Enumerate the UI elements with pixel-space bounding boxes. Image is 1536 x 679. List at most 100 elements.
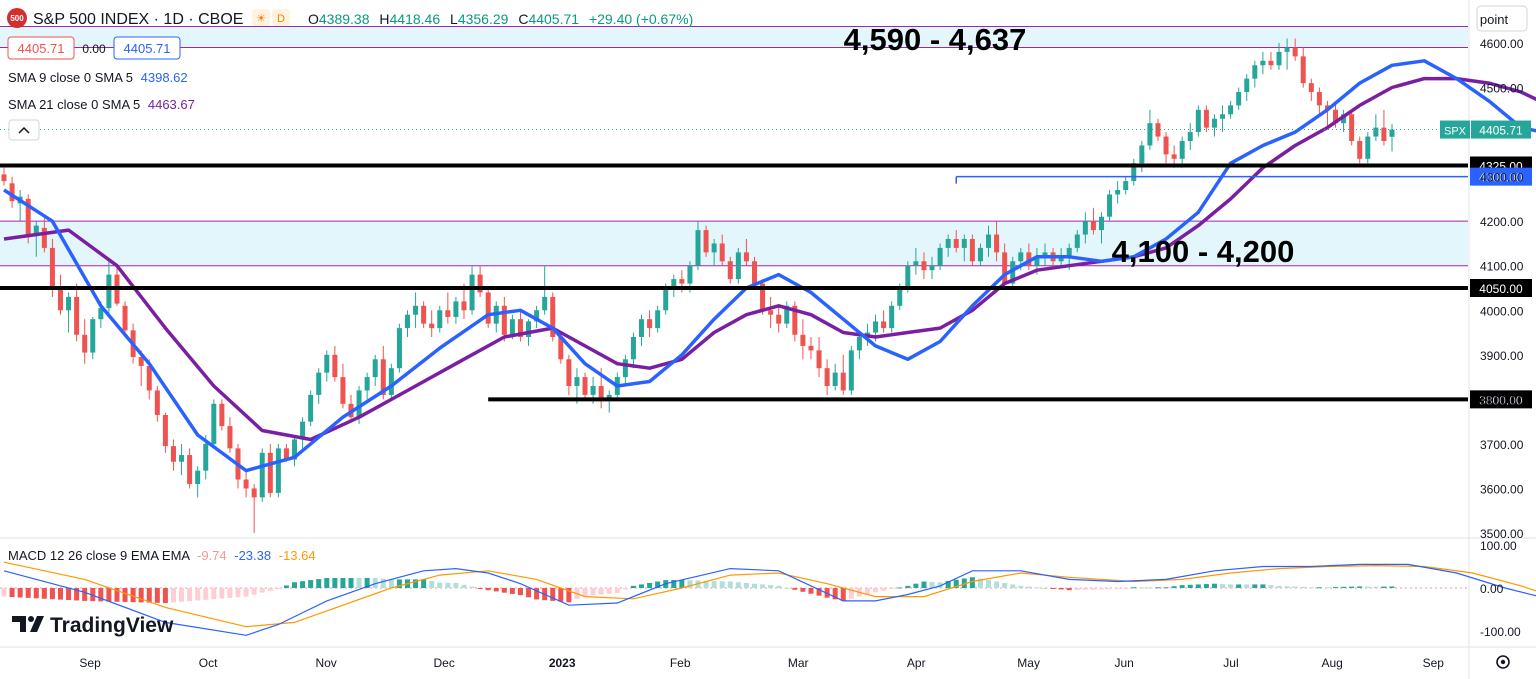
candle-body bbox=[267, 452, 273, 493]
macd-histogram-bar bbox=[961, 578, 967, 588]
sma21-legend[interactable]: SMA 21 close 0 SMA 5 4463.67 bbox=[8, 97, 195, 112]
y-tick-label: 3500.00 bbox=[1480, 527, 1524, 541]
candle-body bbox=[1139, 145, 1145, 164]
candle-body bbox=[550, 296, 556, 337]
buy-price: 4405.71 bbox=[124, 41, 171, 56]
ohlc-l-label: L bbox=[450, 11, 458, 27]
candle-body bbox=[1147, 123, 1153, 146]
macd-histogram-bar bbox=[413, 579, 419, 588]
y-tick-label: 4000.00 bbox=[1480, 304, 1524, 318]
candle-body bbox=[380, 359, 386, 395]
sma21-line bbox=[3, 76, 1536, 442]
symbol-title[interactable]: S&P 500 INDEX · 1D · CBOE bbox=[33, 11, 243, 28]
candle-body bbox=[961, 239, 967, 248]
tradingview-logo[interactable]: TradingView bbox=[12, 614, 174, 637]
sell-button[interactable] bbox=[7, 36, 75, 60]
y-tick-label: 3700.00 bbox=[1480, 438, 1524, 452]
candle-body bbox=[735, 252, 741, 280]
candle-body bbox=[1349, 114, 1355, 141]
macd-histogram-bar bbox=[130, 588, 136, 603]
last-price-value: 4405.71 bbox=[1479, 124, 1523, 138]
candle-body bbox=[760, 283, 766, 311]
macd-histogram-bar bbox=[622, 588, 628, 590]
candle-body bbox=[542, 296, 548, 311]
macd-histogram-bar bbox=[873, 588, 879, 593]
macd-histogram-bar bbox=[598, 588, 604, 595]
candle-body bbox=[558, 337, 564, 360]
macd-histogram-bar bbox=[372, 577, 378, 588]
levels-layer bbox=[0, 129, 1468, 402]
macd-histogram-bar bbox=[727, 581, 733, 588]
header: 500 S&P 500 INDEX · 1D · CBOE ☀ D O4389.… bbox=[7, 8, 693, 563]
settings-gear-icon[interactable] bbox=[1496, 655, 1510, 669]
zone-label-upper: 4,590 - 4,637 bbox=[844, 22, 1027, 57]
macd-histogram-bar bbox=[17, 588, 23, 598]
candle-body bbox=[1260, 60, 1266, 66]
macd-histogram-bar bbox=[1333, 587, 1339, 589]
macd-histogram-bar bbox=[784, 587, 790, 589]
candle-body bbox=[873, 321, 879, 333]
candle-body bbox=[1268, 60, 1274, 66]
level-badge-3800 bbox=[1470, 390, 1532, 409]
macd-histogram-bar bbox=[477, 588, 483, 589]
macd-histogram-bar bbox=[300, 581, 306, 588]
candles-layer bbox=[1, 38, 1395, 533]
candle-body bbox=[945, 239, 951, 248]
macd-histogram-bar bbox=[114, 588, 120, 602]
candle-body bbox=[501, 305, 507, 335]
x-tick-label: Jul bbox=[1223, 656, 1238, 670]
candle-body bbox=[1163, 136, 1169, 155]
macd-histogram-bar bbox=[864, 588, 870, 595]
macd-histogram-bar bbox=[388, 579, 394, 588]
macd-legend[interactable]: MACD 12 26 close 9 EMA EMA -9.74 -23.38 … bbox=[8, 548, 316, 563]
candle-body bbox=[1171, 154, 1177, 159]
macd-histogram-bar bbox=[1284, 586, 1290, 588]
macd-histogram-bar bbox=[534, 588, 540, 600]
candle-body bbox=[1115, 190, 1121, 195]
candle-body bbox=[647, 319, 653, 329]
candle-body bbox=[1187, 132, 1193, 141]
candle-body bbox=[41, 227, 47, 248]
candle-body bbox=[437, 310, 443, 329]
tradingview-logo-dot bbox=[28, 616, 34, 622]
macd-histogram-bar bbox=[977, 578, 983, 588]
candle-body bbox=[622, 359, 628, 378]
candle-body bbox=[655, 310, 661, 329]
scale-mode-button[interactable] bbox=[1476, 5, 1528, 32]
candle-body bbox=[283, 448, 289, 460]
candle-body bbox=[606, 394, 612, 400]
candle-body bbox=[251, 488, 257, 498]
symbol-badge-icon bbox=[7, 8, 27, 28]
sma9-legend[interactable]: SMA 9 close 0 SMA 5 4398.62 bbox=[8, 70, 188, 85]
market-closed-icon[interactable] bbox=[252, 9, 270, 26]
macd-histogram-bar bbox=[106, 588, 112, 602]
candle-body bbox=[751, 261, 757, 284]
macd-histogram-bar bbox=[743, 582, 749, 588]
candle-body bbox=[138, 357, 144, 366]
candle-body bbox=[9, 183, 15, 202]
macd-histogram-bar bbox=[1115, 588, 1121, 590]
candle-body bbox=[727, 261, 733, 280]
candle-body bbox=[146, 365, 152, 391]
x-tick-label: Feb bbox=[670, 656, 691, 670]
x-tick-label: May bbox=[1017, 656, 1040, 670]
candle-body bbox=[1010, 261, 1016, 284]
candle-body bbox=[1316, 92, 1322, 106]
x-tick-label: Jun bbox=[1115, 656, 1134, 670]
collapse-legend-button[interactable] bbox=[8, 119, 40, 141]
candle-body bbox=[1220, 114, 1226, 119]
candle-body bbox=[574, 377, 580, 386]
buy-button[interactable] bbox=[113, 36, 181, 60]
macd-histogram-bar bbox=[921, 581, 927, 588]
macd-histogram-bar bbox=[41, 588, 47, 599]
macd-y-tick-label: -100.00 bbox=[1480, 625, 1521, 639]
candle-body bbox=[679, 279, 685, 284]
delayed-data-badge[interactable] bbox=[272, 9, 290, 26]
sell-price: 4405.71 bbox=[18, 41, 65, 56]
macd-histogram-bar bbox=[792, 588, 798, 590]
candle-body bbox=[485, 292, 491, 324]
candle-body bbox=[526, 321, 532, 337]
macd-histogram-bar bbox=[1107, 588, 1113, 590]
macd-histogram-bar bbox=[590, 588, 596, 596]
macd-histogram-bar bbox=[1276, 585, 1282, 588]
